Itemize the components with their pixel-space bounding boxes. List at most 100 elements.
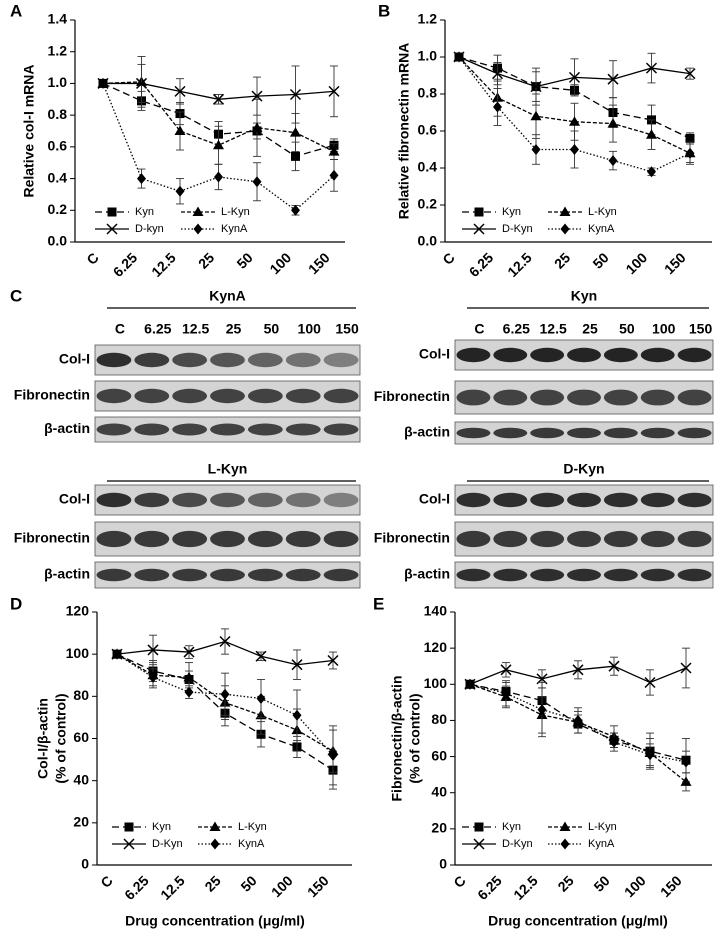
blot-row-label: Col-I [59,491,90,507]
x-tick-label: 6.25 [466,249,497,280]
legend-entry: L-Kyn [181,206,250,218]
x-tick-label: 50 [237,872,259,894]
marker [137,173,146,185]
y-tick-label: 0.4 [48,169,68,185]
blot-band [134,423,170,436]
marker [568,71,581,83]
marker [473,838,485,850]
series [97,56,340,165]
marker [474,207,484,217]
marker [560,838,570,850]
blot-band [210,423,245,436]
series [454,51,695,178]
lane-label: 6.25 [144,321,171,337]
blot-band [677,347,712,363]
legend-entry: D-Kyn [462,838,533,850]
marker [329,169,339,181]
marker [328,749,338,761]
series [111,628,339,680]
marker [559,206,571,216]
y-tick-label: 0.2 [418,196,438,212]
y-tick-label: 0 [81,856,89,872]
legend-label: D-kyn [135,223,164,235]
lane-label: 25 [226,321,242,337]
x-tick-label: 12.5 [510,872,541,903]
legend-label: Kyn [152,821,171,833]
x-tick-label: 6.25 [474,872,505,903]
x-axis-label: Drug concentration (μg/ml) [125,913,305,929]
blot-band [603,389,638,406]
marker [135,77,148,89]
marker [493,101,502,113]
blot-row-label: β-actin [404,424,450,440]
blot-band [530,427,565,439]
blot-header: L-Kyn [208,461,248,477]
lane-label: 100 [298,321,322,337]
blot-band [247,492,283,508]
marker [292,709,302,721]
marker [465,678,475,690]
blot-band [247,568,283,582]
legend-label: D-Kyn [502,838,533,850]
marker [175,185,185,197]
x-tick-label: 100 [268,872,296,900]
lane-label: 25 [582,321,598,337]
marker [684,68,696,80]
lane-label: 12.5 [182,321,209,337]
marker [291,151,300,161]
y-tick-label: 0.8 [48,106,68,122]
y-axis-label: (% of control) [407,693,423,783]
legend-entry: L-Kyn [548,821,617,833]
x-tick-label: 150 [304,872,332,900]
lane-label: 150 [689,321,713,337]
legend-label: L-Kyn [221,206,250,218]
y-tick-label: 0.0 [48,233,68,249]
legend-label: D-Kyn [502,223,533,235]
blot-band [640,389,675,406]
y-tick-label: 1.2 [418,11,438,27]
blot-header: D-Kyn [563,461,604,477]
blot-band [134,530,170,548]
blot-band [210,388,245,404]
blot-band [456,347,491,363]
marker [192,206,204,216]
legend-entry: KynA [181,223,248,235]
marker-stroke [251,90,263,102]
y-axis-label: Fibronectin/β-actin [389,676,405,802]
legend-entry: L-Kyn [198,821,267,833]
series [464,678,692,792]
blot-band [603,427,638,439]
blot-band [603,568,638,582]
blot-row-label: β-actin [44,566,90,582]
marker-stroke [123,838,135,850]
marker [112,648,122,660]
blot-band [96,492,132,508]
blot-band [247,530,283,548]
marker [220,688,230,700]
blot-band [640,530,675,548]
y-tick-label: 0.4 [418,159,438,175]
legend-label: L-Kyn [588,821,617,833]
x-tick-label: C [450,872,468,890]
blot-band [285,388,321,404]
y-axis-label: Col-I/β-actin [35,698,51,779]
y-tick-label: 120 [424,639,448,655]
marker [647,166,656,178]
marker [454,51,464,63]
legend-label: Kyn [502,821,521,833]
marker [147,644,159,656]
blot-row-label: Col-I [419,491,450,507]
blot-band [247,352,283,368]
blot-band [493,492,528,508]
marker [645,62,658,74]
marker-stroke [500,664,512,676]
marker [474,822,484,832]
series [465,678,691,774]
blot-band [285,352,321,368]
marker [123,838,135,850]
y-tick-label: 1.2 [48,42,68,58]
series [97,63,340,124]
y-tick-label: 1.4 [48,11,68,27]
x-tick-label: 150 [305,249,333,277]
x-tick-label: 50 [590,872,612,894]
